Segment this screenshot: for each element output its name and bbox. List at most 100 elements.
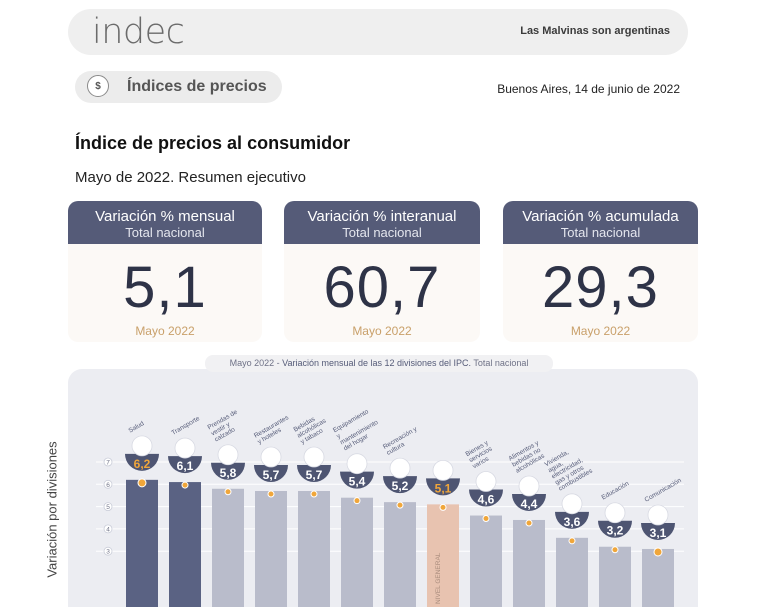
value-badge [168,456,202,474]
bar-top-marker [439,503,447,511]
data-label: 5,4 [349,475,366,489]
bar-top-marker [353,497,361,505]
bar-top-marker [137,478,147,488]
division-icon [604,502,626,524]
value-badge [297,464,331,482]
value-badge [254,464,288,482]
card-value: 29,3 [542,255,659,320]
data-label: 6,1 [177,459,194,473]
card-value: 5,1 [123,255,207,320]
category-label: Educación [601,480,631,501]
bar-12 [642,548,674,607]
indec-logo[interactable]: indec [92,12,185,52]
data-label: 3,1 [650,526,667,540]
data-label: 5,8 [220,466,237,480]
division-icon [174,437,196,459]
data-label: 3,6 [564,515,581,529]
price-tag-icon: $ [87,75,109,97]
bar-9 [513,519,545,607]
category-label: Vivienda,agua,electricidad,gas y otrosco… [544,443,595,493]
category-label: Bebidasalcohólicasy tabaco [293,411,332,446]
data-label: 3,2 [607,524,624,538]
bar-top-marker [310,490,318,498]
category-label-general: NIVEL GENERAL [435,552,442,604]
card-body: 60,7 Mayo 2022 [284,244,480,342]
y-tick-marker [103,457,113,467]
category-label: Salud [128,420,146,435]
section-badge: $ Índices de precios [75,71,282,103]
card-scope: Total nacional [125,225,205,240]
value-badge [469,489,503,507]
category-label: Bienes yserviciosvarios [465,439,498,470]
data-label: 5,1 [435,481,452,495]
card-accumulated-variation: Variación % acumulada Total nacional 29,… [503,201,698,342]
bar-0 [126,479,158,607]
bar-top-marker [653,547,663,557]
division-icon [131,435,153,457]
category-label: Recreación ycultura [382,425,423,456]
category-label: Alimentos ybebidas noalcohólicas [508,439,548,474]
bar-top-marker [482,515,490,523]
bar-6 [384,502,416,607]
bar-4 [298,490,330,607]
chart-caption: Mayo 2022 - Variación mensual de las 12 … [205,355,553,372]
value-badge [512,493,546,511]
bar-top-marker [267,490,275,498]
y-tick-label: 7 [106,460,110,467]
category-label: Prendas devestir ycalzado [207,408,247,443]
card-body: 29,3 Mayo 2022 [503,244,698,342]
publication-date: Buenos Aires, 14 de junio de 2022 [497,82,680,96]
y-tick-marker [103,546,113,556]
division-icon [518,475,540,497]
value-badge [555,511,589,529]
y-tick-marker [103,502,113,512]
division-icon [647,504,669,526]
division-icon [389,457,411,479]
bar-5 [341,497,373,607]
category-label: Transporte [171,415,202,437]
bar-top-marker [224,488,232,496]
bar-3 [255,490,287,607]
bar-10 [556,537,588,607]
card-header: Variación % mensual Total nacional [68,201,262,244]
bar-top-marker [611,546,619,554]
data-label: 4,6 [478,493,495,507]
y-tick-label: 5 [106,504,110,511]
value-badge [641,522,675,540]
bar-top-marker [525,519,533,527]
value-badge [340,471,374,489]
bar-top-marker [181,481,189,489]
section-label: Índices de precios [127,78,267,95]
card-title: Variación % mensual [95,208,235,225]
bar-top-marker [396,501,404,509]
caption-prefix: Mayo 2022 - [229,358,283,368]
card-value: 60,7 [323,255,441,320]
card-scope: Total nacional [342,225,422,240]
card-header: Variación % interanual Total nacional [284,201,480,244]
caption-suffix: Total nacional [471,358,529,368]
category-label: Equipamientoymantenimientodel hogar [332,407,383,453]
data-label: 5,2 [392,479,409,493]
y-tick-marker [103,479,113,489]
card-body: 5,1 Mayo 2022 [68,244,262,342]
division-icon [561,493,583,515]
division-icon [260,446,282,468]
division-icon [303,446,325,468]
category-label: Restaurantesy hoteles [253,414,294,446]
category-label: Comunicación [644,477,684,504]
card-title: Variación % acumulada [522,208,679,225]
card-period: Mayo 2022 [570,324,631,338]
card-period: Mayo 2022 [135,324,195,338]
y-tick-label: 6 [106,482,110,489]
value-badge [426,478,460,496]
bar-2 [212,488,244,607]
data-label: 4,4 [521,497,538,511]
division-icon [217,444,239,466]
card-scope: Total nacional [560,225,641,240]
bar-1 [169,482,201,607]
header-slogan: Las Malvinas son argentinas [520,25,670,37]
card-period: Mayo 2022 [352,324,412,338]
bar-top-marker [568,537,576,545]
bar-7 [427,504,459,607]
